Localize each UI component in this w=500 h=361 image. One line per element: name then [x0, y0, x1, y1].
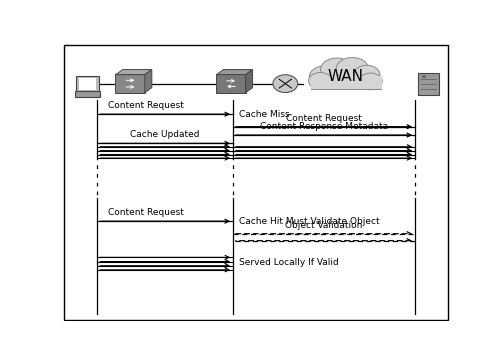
Polygon shape [145, 70, 152, 93]
Text: Cache Miss: Cache Miss [239, 110, 290, 119]
Circle shape [422, 75, 426, 78]
Text: Object Validation: Object Validation [286, 221, 363, 230]
Text: Content Request: Content Request [108, 208, 184, 217]
Text: Content Request: Content Request [286, 114, 362, 122]
Circle shape [273, 75, 297, 92]
Text: Cache Hit Must Validate Object: Cache Hit Must Validate Object [239, 217, 380, 226]
Circle shape [308, 73, 332, 89]
Polygon shape [116, 70, 152, 75]
Circle shape [310, 66, 339, 87]
Circle shape [354, 65, 380, 84]
Circle shape [359, 73, 382, 90]
FancyBboxPatch shape [75, 91, 100, 97]
Text: Content Request: Content Request [108, 101, 184, 110]
FancyBboxPatch shape [310, 76, 382, 89]
Text: Served Locally If Valid: Served Locally If Valid [239, 258, 338, 267]
Circle shape [320, 58, 353, 81]
FancyBboxPatch shape [79, 78, 96, 90]
Circle shape [336, 57, 368, 81]
FancyBboxPatch shape [116, 74, 145, 93]
Polygon shape [216, 70, 252, 75]
FancyBboxPatch shape [216, 74, 246, 93]
Polygon shape [246, 70, 252, 93]
Text: Cache Updated: Cache Updated [130, 130, 200, 139]
FancyBboxPatch shape [418, 73, 439, 95]
Text: WAN: WAN [328, 69, 364, 84]
Text: Content Response Metadata: Content Response Metadata [260, 122, 388, 131]
FancyBboxPatch shape [76, 75, 99, 92]
FancyBboxPatch shape [64, 45, 448, 320]
